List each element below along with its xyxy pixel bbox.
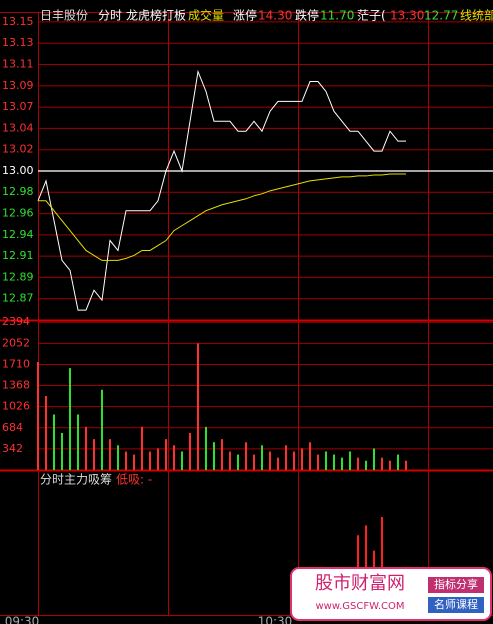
y-tick-label: 342 (2, 442, 23, 455)
bar (93, 439, 95, 470)
y-tick-label: 13.00 (2, 164, 34, 177)
bar (117, 445, 119, 470)
bar (53, 414, 55, 470)
bar (397, 454, 399, 470)
bar (61, 432, 63, 470)
bar (173, 445, 175, 470)
bar (141, 426, 143, 470)
bar (373, 448, 375, 470)
bar (101, 389, 103, 470)
watermark: 股市财富网 www.GSCFW.COM 指标分享 名师课程 (290, 567, 492, 621)
bar (381, 457, 383, 470)
y-tick-label: 12.91 (2, 249, 34, 262)
y-tick-label: 1026 (2, 400, 30, 413)
y-tick-label: 1710 (2, 357, 30, 370)
y-tick-label: 12.87 (2, 292, 34, 305)
bar (133, 454, 135, 470)
indicator-extra: 线统部 (460, 8, 493, 23)
bar (349, 451, 351, 470)
bar (45, 395, 47, 470)
y-tick-label: 13.07 (2, 100, 34, 113)
view: 分时 (98, 9, 122, 23)
bar (149, 451, 151, 470)
y-tick-label: 13.02 (2, 143, 34, 156)
bar (181, 451, 183, 470)
bar (269, 451, 271, 470)
bar (405, 460, 407, 470)
bar (37, 361, 39, 470)
bar (253, 454, 255, 470)
bar (69, 368, 71, 470)
bar (389, 460, 391, 470)
watermark-button (428, 577, 484, 593)
time-label: 10:30 (258, 615, 293, 624)
bar (277, 457, 279, 470)
volume-label: 成交量 (188, 8, 224, 23)
bar (109, 439, 111, 470)
y-tick-label: 13.15 (2, 15, 34, 28)
bar (229, 451, 231, 470)
bar (381, 517, 383, 615)
bar (125, 451, 127, 470)
watermark-name: 股市财富网 (315, 573, 405, 594)
watermark-button (428, 597, 484, 613)
y-tick-label: 12.96 (2, 207, 34, 220)
stock-name: 日丰股份 (40, 9, 88, 23)
bar (245, 442, 247, 470)
y-tick-label: 13.11 (2, 58, 34, 71)
price-line (38, 173, 406, 261)
y-tick-label: 684 (2, 421, 23, 434)
panel-title: 分时主力吸筹 (40, 473, 112, 487)
bar (197, 343, 199, 470)
price-line (37, 69, 406, 311)
bar (221, 439, 223, 470)
watermark-button-label: 指标分享 (434, 577, 478, 591)
bar (165, 439, 167, 470)
indicator-high: 13.30 (390, 9, 424, 23)
bar (261, 445, 263, 470)
bar (189, 432, 191, 470)
limit-down-label: 跌停 (295, 8, 319, 23)
y-tick-label: 13.04 (2, 121, 34, 134)
bar (333, 454, 335, 470)
bar (309, 442, 311, 470)
bar (325, 451, 327, 470)
indicator: 茫子( (357, 9, 386, 23)
y-tick-label: 12.98 (2, 185, 34, 198)
y-tick-label: 12.94 (2, 228, 34, 241)
indicator-low: 12.77 (424, 9, 458, 23)
bar (77, 414, 79, 470)
y-tick-label: 12.89 (2, 270, 34, 283)
y-tick-label: 2052 (2, 336, 30, 349)
strategy: 龙虎榜打板 (126, 8, 186, 23)
panel-frame (0, 12, 493, 616)
y-tick-label: 13.13 (2, 36, 34, 49)
limit-up: 14.30 (258, 9, 292, 23)
watermark-button-label: 名师课程 (434, 597, 478, 611)
bar (85, 426, 87, 470)
bar (213, 442, 215, 470)
limit-up-label: 涨停 (233, 8, 257, 23)
bar (341, 457, 343, 470)
bar (285, 445, 287, 470)
bar (365, 460, 367, 470)
bar (293, 451, 295, 470)
bar (317, 454, 319, 470)
bar (237, 454, 239, 470)
y-tick-label: 1368 (2, 379, 30, 392)
header: 日丰股份 分时 龙虎榜打板 成交量 涨停 14.30 跌停 11.70 茫子( … (40, 8, 493, 23)
annotation: 低吸: - (116, 473, 152, 487)
y-tick-label: 13.09 (2, 79, 34, 92)
bar (157, 448, 159, 470)
time-label: 09:30 (5, 615, 40, 624)
bar (205, 426, 207, 470)
y-tick-label: 2394 (2, 315, 30, 328)
bar (301, 448, 303, 470)
limit-down: 11.70 (320, 9, 354, 23)
bar (357, 457, 359, 470)
watermark-url: www.GSCFW.COM (315, 601, 404, 612)
